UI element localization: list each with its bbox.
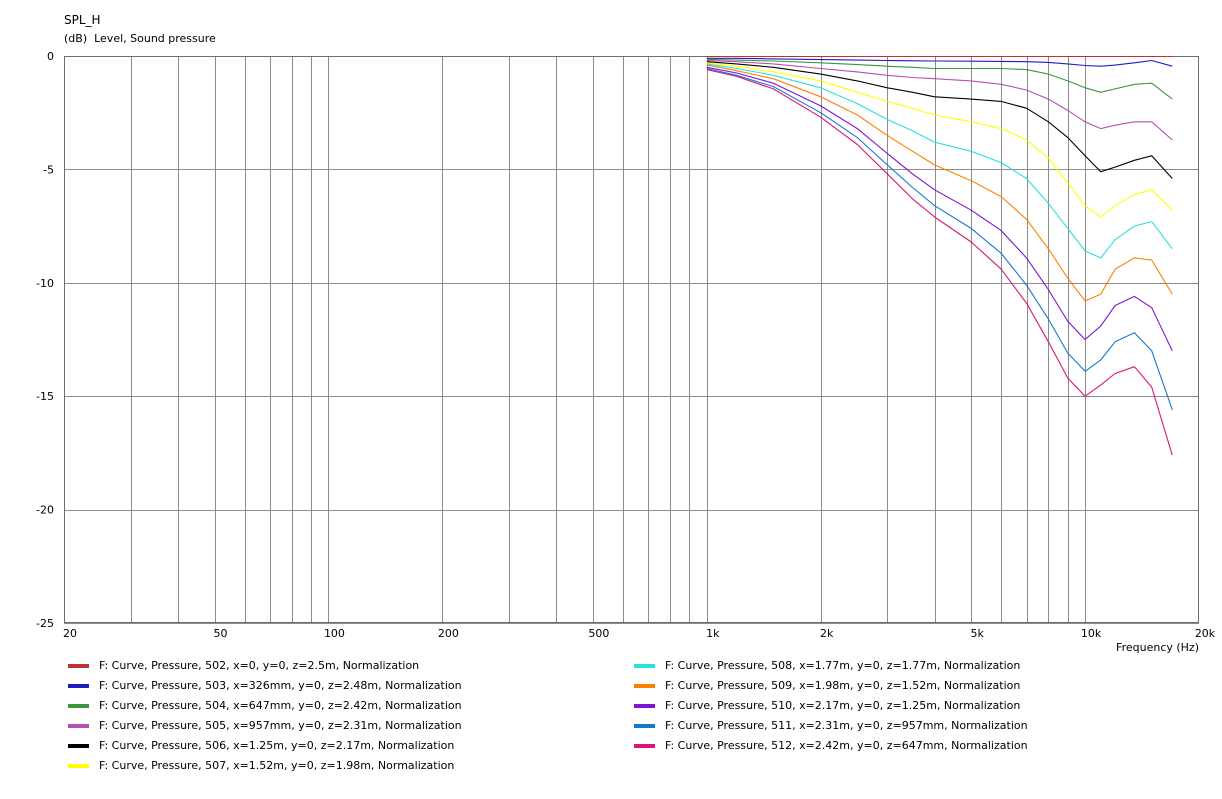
y-tick-label: -20	[36, 504, 54, 517]
series-line	[706, 63, 1173, 259]
series-line	[706, 57, 1173, 67]
plot-frame	[64, 56, 1199, 623]
x-tick-label: 50	[214, 627, 228, 640]
y-tick-label: -10	[36, 277, 54, 290]
series-line	[706, 64, 1173, 302]
x-tick-label: 500	[588, 627, 609, 640]
y-tick-label: -5	[43, 163, 54, 176]
series-line	[706, 58, 1173, 100]
x-tick-label: 1k	[706, 627, 720, 640]
x-axis-label: Frequency (Hz)	[1116, 641, 1199, 654]
series-line	[706, 69, 1173, 456]
x-tick-label: 200	[438, 627, 459, 640]
y-tick-label: 0	[47, 50, 54, 63]
series-line	[706, 66, 1173, 352]
series-line	[706, 61, 1173, 179]
y-tick-label: -25	[36, 617, 54, 630]
series-line	[706, 67, 1173, 410]
x-tick-label: 10k	[1081, 627, 1102, 640]
y-axis-label: (dB) Level, Sound pressure	[64, 32, 216, 45]
series-line	[706, 59, 1173, 141]
x-tick-label: 100	[324, 627, 345, 640]
y-tick-label: -15	[36, 390, 54, 403]
x-tick-label: 20k	[1195, 627, 1216, 640]
series-line	[706, 62, 1173, 218]
x-tick-label: 20	[63, 627, 77, 640]
chart-title: SPL_H	[64, 13, 101, 27]
x-tick-label: 5k	[971, 627, 985, 640]
x-tick-label: 2k	[820, 627, 834, 640]
